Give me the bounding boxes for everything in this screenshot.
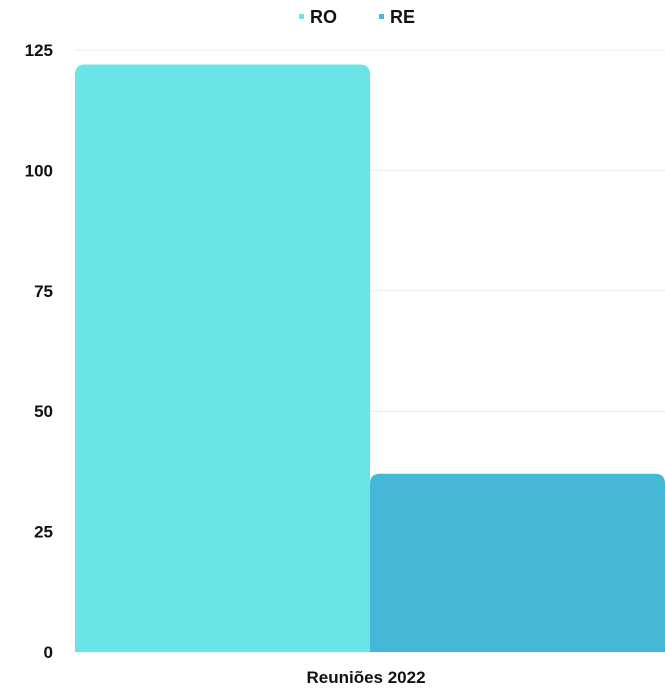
y-tick-label: 100: [25, 161, 53, 180]
legend-swatch: [299, 14, 304, 19]
legend-swatch: [379, 14, 384, 19]
y-tick-label: 125: [25, 41, 53, 60]
y-axis-ticks: 0 25 50 75 100 125: [25, 41, 53, 662]
y-tick-label: 0: [44, 643, 53, 662]
x-tick-label: Reuniões 2022: [306, 668, 425, 687]
legend-item-ro[interactable]: RO: [299, 7, 337, 27]
legend-item-re[interactable]: RE: [379, 7, 415, 27]
legend[interactable]: RO RE: [299, 7, 415, 27]
legend-label: RE: [390, 7, 415, 27]
bar-re[interactable]: [370, 473, 665, 652]
y-tick-label: 50: [34, 402, 53, 421]
bars: [75, 64, 665, 652]
legend-label: RO: [310, 7, 337, 27]
x-axis-ticks: Reuniões 2022: [306, 668, 425, 687]
bar-ro[interactable]: [75, 64, 370, 652]
y-tick-label: 75: [34, 282, 53, 301]
y-tick-label: 25: [34, 523, 53, 542]
